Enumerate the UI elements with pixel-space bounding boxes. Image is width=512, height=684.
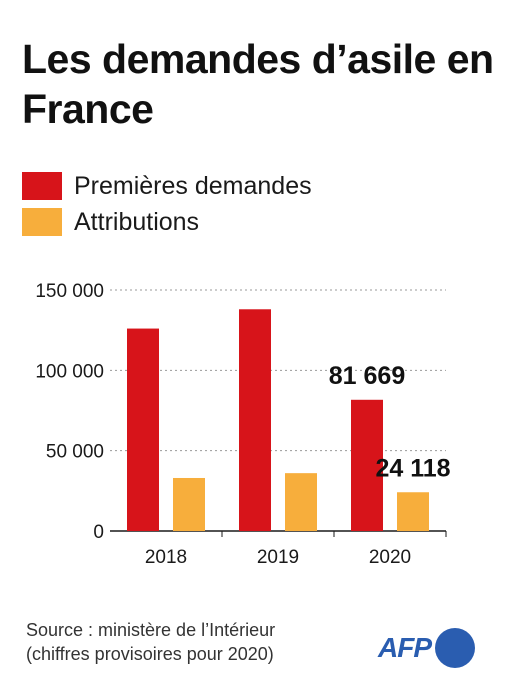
afp-logo-dot xyxy=(435,628,475,668)
data-label: 81 669 xyxy=(329,362,405,390)
bar xyxy=(285,473,317,531)
y-tick-label: 100 000 xyxy=(35,361,104,382)
legend-label-premieres: Premières demandes xyxy=(74,171,312,200)
bar xyxy=(397,492,429,531)
data-label: 24 118 xyxy=(375,454,450,482)
x-tick-label: 2020 xyxy=(369,547,411,568)
x-tick-label: 2019 xyxy=(257,547,299,568)
bar-chart: 0 50 000 100 000 150 000 2018 2019 2020 81 669 2… xyxy=(35,281,450,568)
source-line-1: Source : ministère de l’Intérieur xyxy=(26,620,276,640)
source-note: Source : ministère de l’Intérieur (chiff… xyxy=(26,618,275,666)
bar xyxy=(239,309,271,531)
y-tick-label: 150 000 xyxy=(35,281,104,302)
bar xyxy=(173,477,205,531)
afp-logo-text: AFP xyxy=(378,632,432,663)
source-line-2: (chiffres provisoires pour 2020) xyxy=(26,644,274,664)
legend-label-attributions: Attributions xyxy=(74,207,200,236)
chart-title: Les demandes d’asile en France xyxy=(22,36,494,132)
legend-item-premieres: Premières demandes xyxy=(22,168,312,204)
legend-item-attributions: Attributions xyxy=(22,204,312,240)
x-tick-label: 2018 xyxy=(145,547,187,568)
bar xyxy=(351,399,383,531)
y-tick-label: 0 xyxy=(93,522,104,543)
legend-swatch-attributions xyxy=(22,208,62,236)
bar xyxy=(127,328,159,531)
legend-swatch-premieres xyxy=(22,172,62,200)
legend: Premières demandes Attributions xyxy=(22,168,312,240)
y-tick-label: 50 000 xyxy=(46,442,104,463)
afp-logo: AFP xyxy=(378,628,475,668)
